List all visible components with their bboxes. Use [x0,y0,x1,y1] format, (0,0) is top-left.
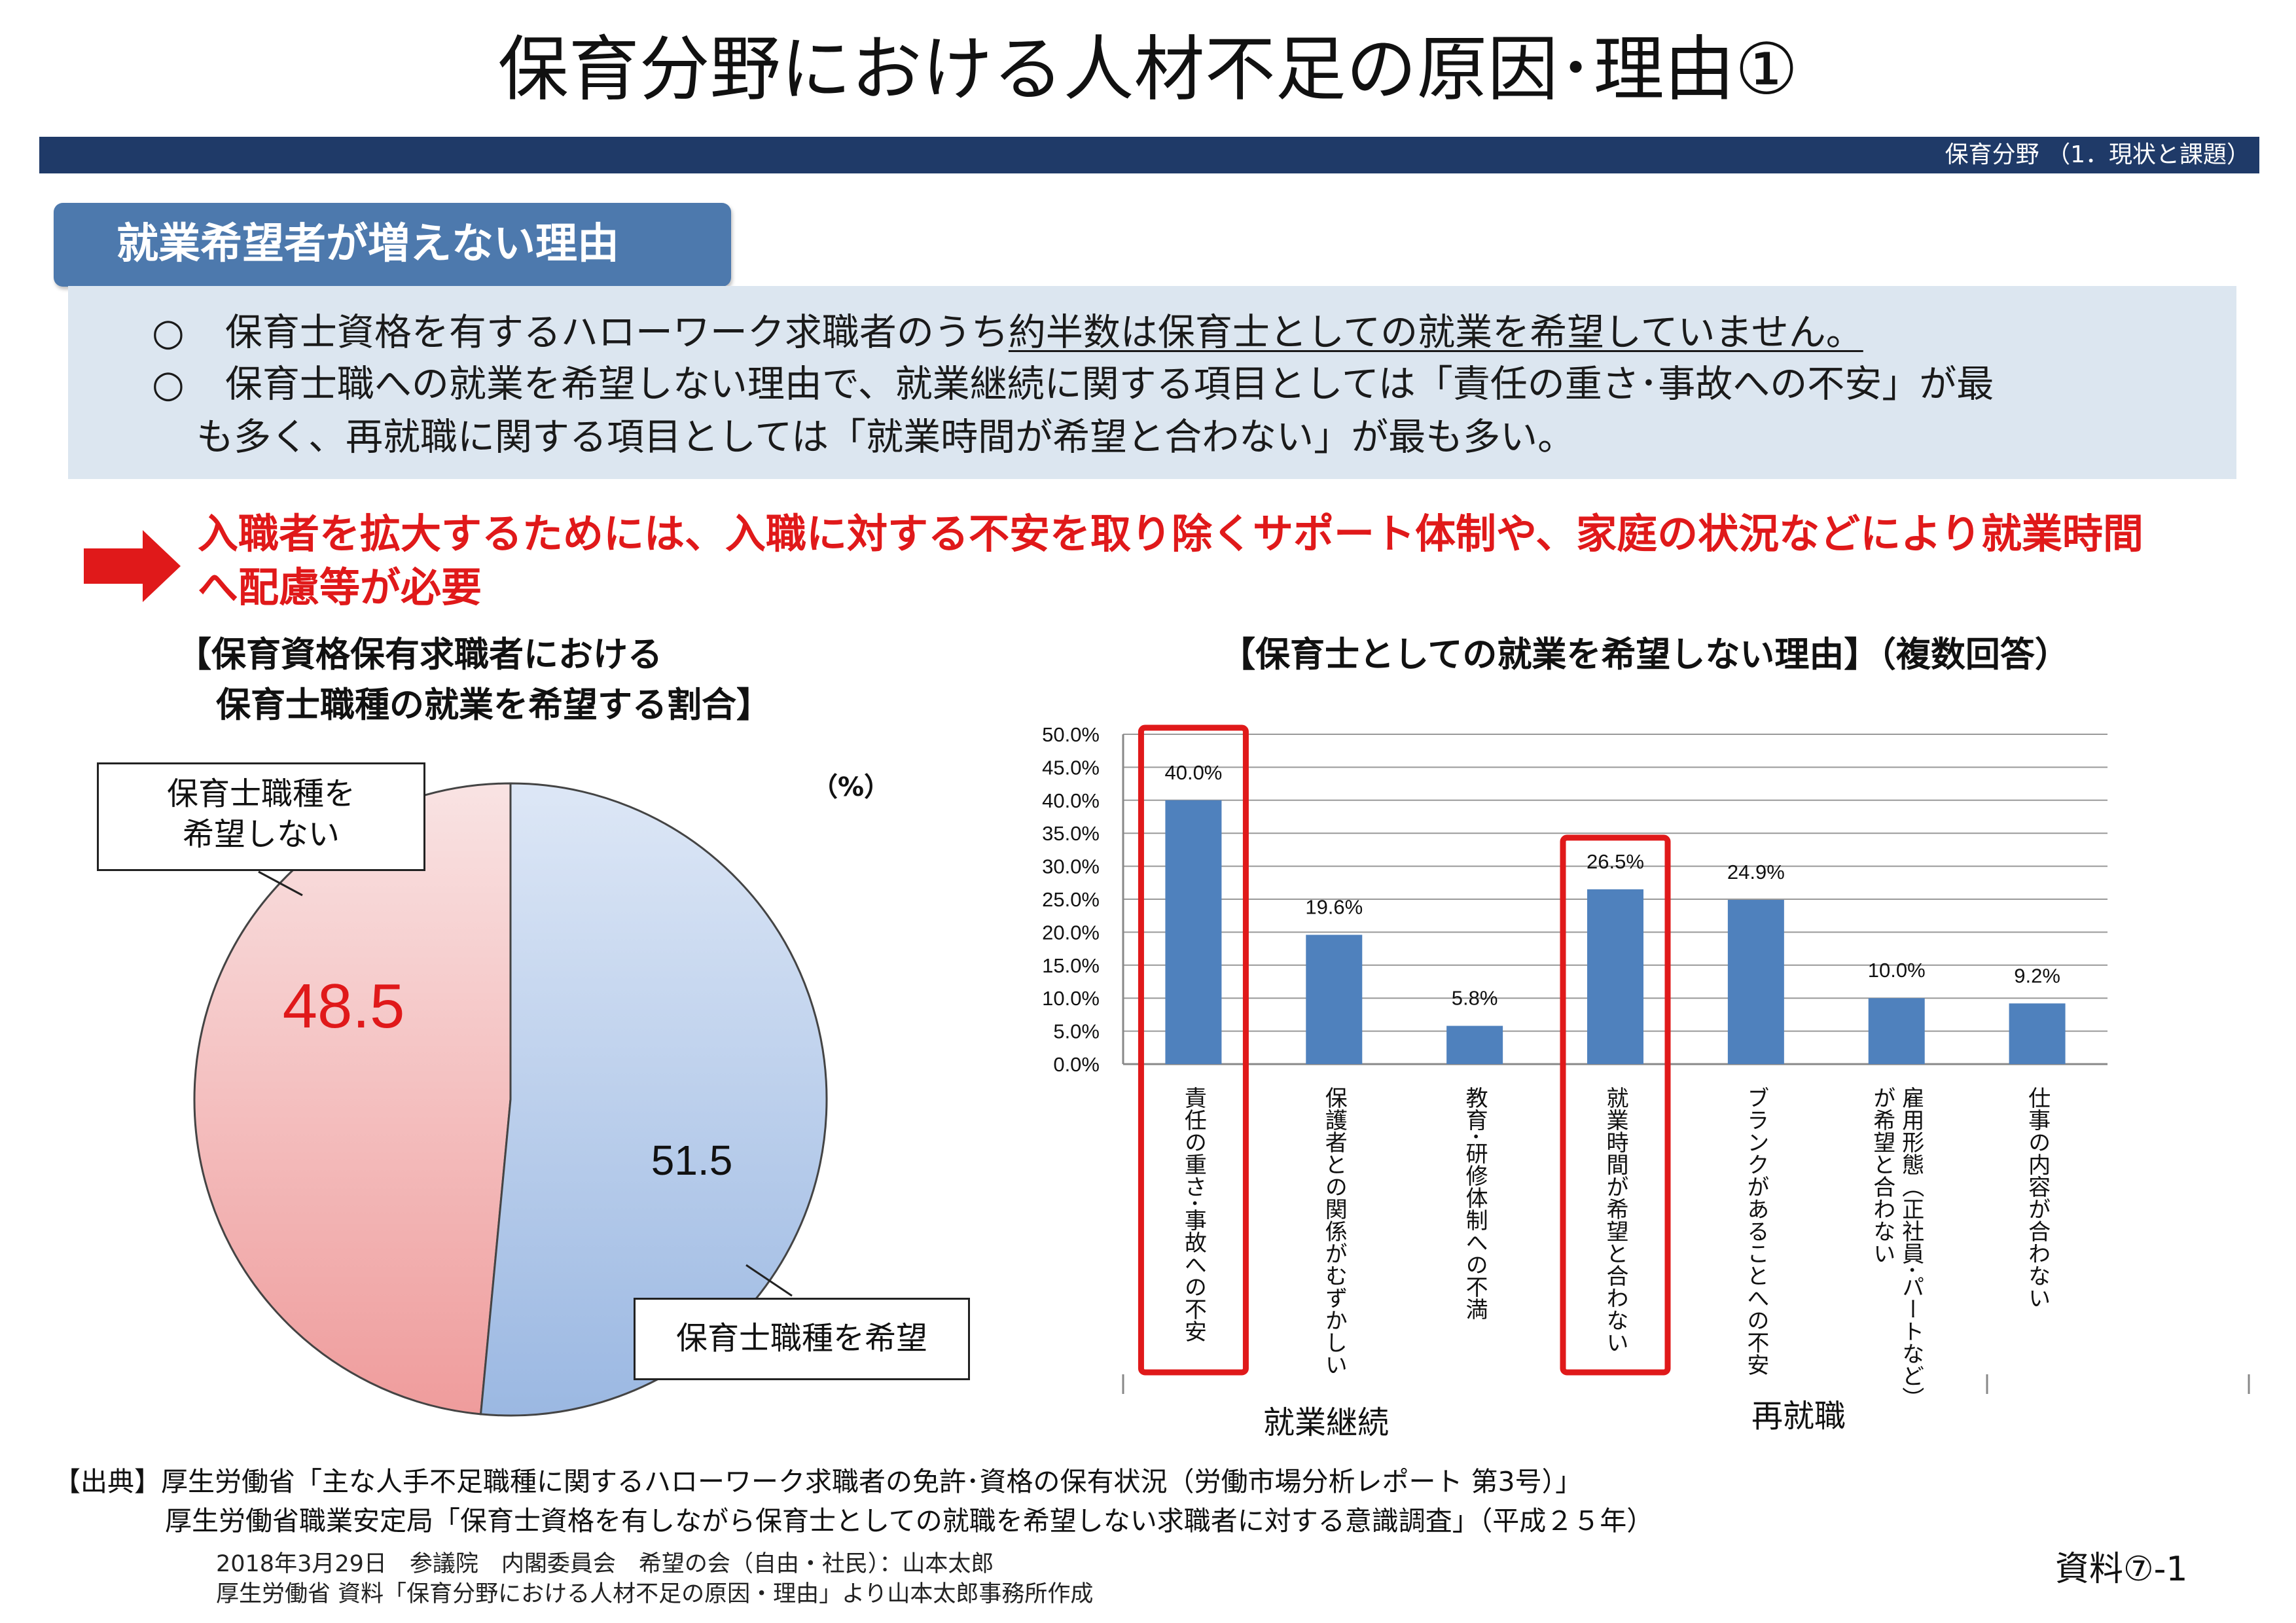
bar [1165,800,1222,1064]
section-heading-tab: 就業希望者が増えない理由 [54,203,731,287]
bullet-icon: ○ [152,363,185,406]
x-category-label: ブランクがあることへの不安 [1743,1086,1769,1376]
pie-label-not-wish-line-2: 希望しない [182,816,340,853]
summary-line-1: ○ 保育士資格を有するハローワーク求職者のうち約半数は保育士としての就業を希望し… [152,310,1863,355]
bar-data-label: 9.2% [2014,964,2060,987]
pie-value-wish: 51.5 [651,1137,733,1184]
bar-data-label: 19.6% [1305,895,1363,918]
bar-chart: 0.0% 5.0% 10.0% 15.0% 20.0% 25.0% 30.0% 35.0% 40… [1042,723,2250,1441]
source-line-1: 【出典】厚生労働省「主な人手不足職種に関するハローワーク求職者の免許･資格の保有… [54,1466,1583,1497]
footer-line-2: 厚生労働省 資料「保育分野における人材不足の原因・理由」より山本太郎事務所作成 [216,1581,1094,1607]
red-arrow-icon [84,530,181,602]
summary-box: ○ 保育士資格を有するハローワーク求職者のうち約半数は保育士としての就業を希望し… [68,286,2236,479]
group-label-reemployment: 再就職 [1751,1398,1846,1435]
leader-line-wish [745,1264,793,1297]
group-label-continuation: 就業継続 [1263,1404,1389,1441]
x-category-label: 教育･研修体制への不満 [1462,1086,1488,1320]
bar [1587,889,1643,1064]
bar [1727,900,1784,1064]
highlight-box [1560,834,1671,1376]
pie-title-line-2: 保育士職種の就業を希望する割合】 [216,685,771,725]
callout-line-2: へ配慮等が必要 [198,563,482,611]
y-tick-label: 15.0% [1042,954,1100,977]
y-tick-label: 35.0% [1042,822,1100,845]
summary-line-2: ○ 保育士職への就業を希望しない理由で、就業継続に関する項目としては「責任の重さ… [152,361,1994,407]
y-tick-label: 45.0% [1042,756,1100,779]
y-tick-label: 50.0% [1042,723,1100,746]
bar [1868,998,1925,1064]
pie-label-wish: 保育士職種を希望 [634,1298,970,1380]
bar-data-label: 10.0% [1868,959,1926,982]
bar [1306,935,1363,1064]
footer-line-1: 2018年3月29日 参議院 内閣委員会 希望の会（自由・社民）：山本太郎 [216,1551,994,1577]
pie-label-wish-text: 保育士職種を希望 [675,1320,927,1357]
y-tick-label: 25.0% [1042,888,1100,911]
highlight-box [1138,724,1249,1376]
x-category-label: 雇用形態（正社員･パートなど） [1898,1086,1924,1409]
x-category-label: 仕事の内容が合わない [2024,1086,2051,1309]
bar-data-label: 26.5% [1587,850,1644,873]
pie-chart: 48.5 51.5 [193,782,828,1417]
x-category-label: 就業時間が希望と合わない [1602,1086,1628,1353]
document-id: 資料⑦-1 [2055,1550,2188,1589]
pie-slice-not-wish [193,782,512,1416]
x-category-label: 保護者との関係がむずかしい [1321,1086,1347,1376]
bar-data-label: 40.0% [1164,761,1222,784]
summary-line-2-text: 保育士職への就業を希望しない理由で、就業継続に関する項目としては「責任の重さ･事… [224,363,1994,406]
summary-line-1-a: 保育士資格を有するハローワーク求職者のうち [224,311,1009,354]
bar-title: 【保育士としての就業を希望しない理由】（複数回答） [1221,635,2070,675]
x-category-label: 責任の重さ･事故への不安 [1180,1086,1206,1342]
summary-line-3: も多く、再就職に関する項目としては「就業時間が希望と合わない」が最も多い。 [196,416,1575,459]
pie-slice-wish [479,782,828,1417]
pie-label-not-wish-line-1: 保育士職種を [166,776,355,812]
y-tick-label: 40.0% [1042,789,1100,812]
bar-data-label: 5.8% [1452,987,1498,1010]
section-heading: 就業希望者が増えない理由 [117,220,619,268]
source-line-2: 厚生労働省職業安定局「保育士資格を有しながら保育士としての就職を希望しない求職者… [165,1505,1654,1537]
y-tick-label: 5.0% [1053,1020,1100,1043]
y-tick-label: 30.0% [1042,855,1100,878]
bar-data-label: 24.9% [1727,861,1785,883]
bar [2009,1003,2066,1064]
band-subtitle: 保育分野 （1．現状と課題） [1945,141,2250,168]
summary-line-1-underlined: 約半数は保育士としての就業を希望していません。 [1008,311,1863,354]
title-band [39,137,2259,173]
x-category-label: が希望と合わない [1869,1086,1895,1264]
callout-line-1: 入職者を拡大するためには、入職に対する不安を取り除くサポート体制や、家庭の状況な… [198,510,2144,558]
y-tick-label: 0.0% [1053,1053,1100,1076]
bar [1446,1026,1503,1064]
leader-line-not-wish [258,870,303,897]
page-title: 保育分野における人材不足の原因･理由① [497,29,1799,111]
pie-unit: （%） [812,772,891,802]
pie-title-line-1: 【保育資格保有求職者における [177,635,662,675]
y-tick-label: 10.0% [1042,987,1100,1010]
bullet-icon: ○ [152,311,185,354]
pie-label-not-wish: 保育士職種を 希望しない [97,762,425,871]
y-tick-label: 20.0% [1042,921,1100,944]
pie-value-not-wish: 48.5 [283,971,405,1041]
